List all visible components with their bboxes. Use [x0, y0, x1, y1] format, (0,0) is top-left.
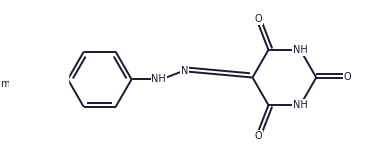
Text: NH: NH: [293, 100, 308, 110]
Text: O: O: [343, 73, 351, 82]
Bar: [3, 67, 68, 92]
Text: N: N: [181, 66, 189, 76]
Text: O: O: [39, 74, 46, 84]
Text: NH: NH: [151, 74, 166, 84]
Text: NH: NH: [293, 45, 308, 55]
Text: O: O: [38, 74, 45, 84]
Text: O: O: [254, 14, 262, 24]
Text: O: O: [254, 131, 262, 141]
Text: methyl: methyl: [0, 79, 35, 89]
